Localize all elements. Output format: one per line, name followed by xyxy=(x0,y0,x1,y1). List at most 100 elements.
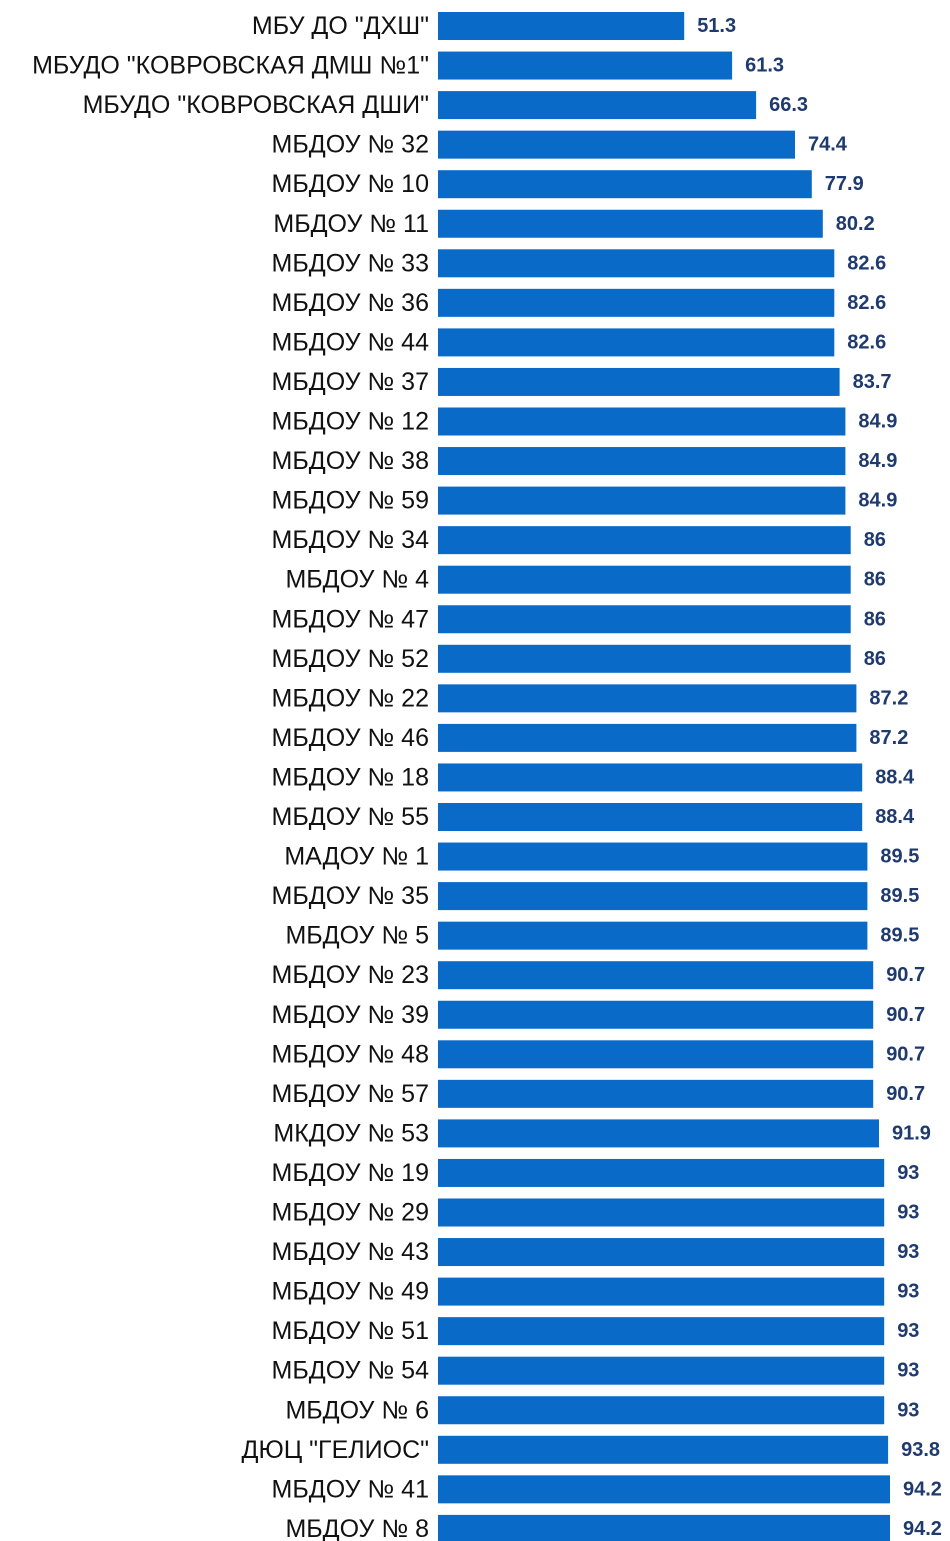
bar xyxy=(438,51,733,80)
value-label: 84.9 xyxy=(858,450,897,472)
value-label: 94.2 xyxy=(903,1518,942,1540)
category-label: МБДОУ № 48 xyxy=(272,1040,429,1068)
value-label: 93 xyxy=(897,1320,919,1342)
value-label: 90.7 xyxy=(886,964,925,986)
bar xyxy=(438,1040,874,1069)
category-label: МБДОУ № 49 xyxy=(272,1278,429,1306)
value-label: 93 xyxy=(897,1202,919,1224)
value-label: 83.7 xyxy=(853,371,892,393)
category-label: МБДОУ № 33 xyxy=(272,249,429,277)
value-label: 89.5 xyxy=(880,846,919,868)
bar xyxy=(438,328,835,357)
value-label: 51.3 xyxy=(697,15,736,37)
category-label: МБДОУ № 11 xyxy=(273,210,429,238)
bar xyxy=(438,1475,890,1504)
category-label: МБДОУ № 39 xyxy=(272,1001,429,1029)
category-label: МБДОУ № 18 xyxy=(272,763,429,791)
bar xyxy=(438,921,868,950)
value-label: 74.4 xyxy=(808,134,848,156)
category-label: МБДОУ № 36 xyxy=(272,289,429,317)
value-label: 88.4 xyxy=(875,766,915,788)
category-label: МКДОУ № 53 xyxy=(273,1119,429,1147)
value-label: 88.4 xyxy=(875,806,915,828)
bar xyxy=(438,170,812,199)
value-label: 87.2 xyxy=(869,687,908,709)
value-label: 90.7 xyxy=(886,1043,925,1065)
category-label: МБДОУ № 43 xyxy=(272,1238,429,1266)
bar xyxy=(438,1514,890,1541)
bar xyxy=(438,486,846,515)
bar xyxy=(438,288,835,317)
value-label: 86 xyxy=(864,648,886,670)
value-label: 84.9 xyxy=(858,490,897,512)
category-label: МБДОУ № 46 xyxy=(272,724,429,752)
category-label: МБУДО "КОВРОВСКАЯ ДШИ" xyxy=(83,91,429,119)
bar xyxy=(438,1317,885,1346)
category-label: МБДОУ № 19 xyxy=(272,1159,429,1187)
value-label: 82.6 xyxy=(847,292,886,314)
bar xyxy=(438,1198,885,1227)
category-label: МБУДО "КОВРОВСКАЯ ДМШ №1" xyxy=(32,52,429,80)
value-label: 80.2 xyxy=(836,213,875,235)
bar xyxy=(438,842,868,871)
category-label: ДЮЦ "ГЕЛИОС" xyxy=(242,1436,429,1464)
bars xyxy=(438,12,890,1541)
category-label: МБДОУ № 34 xyxy=(272,526,430,554)
category-label: МБДОУ № 55 xyxy=(272,803,429,831)
bar xyxy=(438,407,846,436)
bar xyxy=(438,1396,885,1425)
category-label: МАДОУ № 1 xyxy=(284,843,429,871)
bar xyxy=(438,723,857,752)
value-label: 93 xyxy=(897,1241,919,1263)
category-label: МБДОУ № 59 xyxy=(272,487,429,515)
bar xyxy=(438,684,857,713)
category-label: МБДОУ № 41 xyxy=(272,1475,429,1503)
value-label: 89.5 xyxy=(880,885,919,907)
category-label: МБДОУ № 44 xyxy=(272,328,430,356)
category-label: МБДОУ № 57 xyxy=(272,1080,429,1108)
category-label: МБДОУ № 8 xyxy=(285,1515,429,1541)
bar xyxy=(438,882,868,911)
bar xyxy=(438,130,795,159)
category-label: МБДОУ № 51 xyxy=(272,1317,429,1345)
value-label: 94.2 xyxy=(903,1478,942,1500)
value-label: 87.2 xyxy=(869,727,908,749)
category-labels: МБУ ДО "ДХШ" МБУДО "КОВРОВСКАЯ ДМШ №1" МБУ… xyxy=(32,12,429,1541)
bar xyxy=(438,961,874,990)
bar xyxy=(438,1000,874,1029)
category-label: МБДОУ № 22 xyxy=(272,684,429,712)
value-label: 84.9 xyxy=(858,411,897,433)
category-label: МБДОУ № 37 xyxy=(272,368,429,396)
value-label: 61.3 xyxy=(745,55,784,77)
category-label: МБДОУ № 6 xyxy=(285,1396,429,1424)
category-label: МБДОУ № 5 xyxy=(285,922,429,950)
category-label: МБДОУ № 47 xyxy=(272,605,429,633)
bar xyxy=(438,644,851,673)
category-label: МБДОУ № 12 xyxy=(272,408,429,436)
bar xyxy=(438,249,835,278)
value-label: 82.6 xyxy=(847,252,886,274)
category-label: МБУ ДО "ДХШ" xyxy=(252,12,429,40)
value-label: 66.3 xyxy=(769,94,808,116)
value-label: 86 xyxy=(864,569,886,591)
value-label: 86 xyxy=(864,608,886,630)
bar xyxy=(438,1079,874,1108)
value-label: 77.9 xyxy=(825,173,864,195)
value-label: 93 xyxy=(897,1162,919,1184)
bar xyxy=(438,12,685,40)
bar xyxy=(438,1356,885,1385)
value-label: 93 xyxy=(897,1399,919,1421)
bar xyxy=(438,763,863,792)
value-label: 82.6 xyxy=(847,331,886,353)
bar xyxy=(438,1238,885,1267)
bar xyxy=(438,565,851,594)
bar xyxy=(438,447,846,476)
category-label: МБДОУ № 52 xyxy=(272,645,429,673)
bar xyxy=(438,605,851,634)
bar xyxy=(438,1119,879,1148)
value-label: 89.5 xyxy=(880,925,919,947)
bar xyxy=(438,803,863,831)
value-label: 93.8 xyxy=(901,1439,940,1461)
bar xyxy=(438,91,757,120)
